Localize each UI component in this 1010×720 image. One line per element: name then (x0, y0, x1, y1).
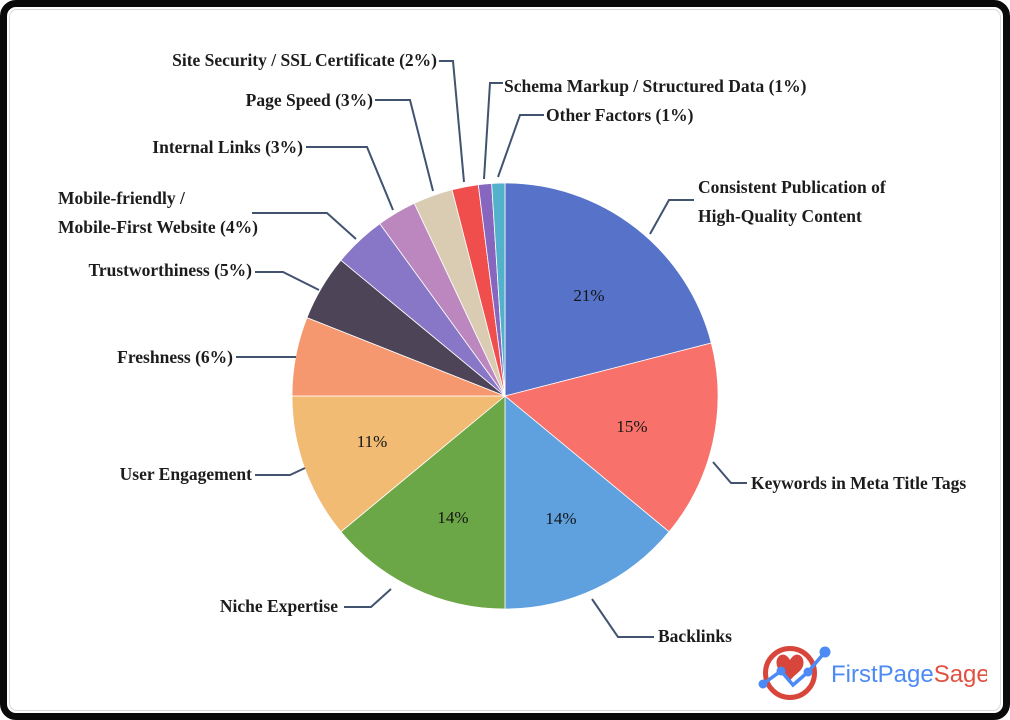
pie-slices (291, 182, 719, 610)
leader-line-other-factors (497, 114, 544, 178)
callout-text: User Engagement (119, 464, 252, 484)
callout-niche-expertise: Niche Expertise (220, 592, 338, 621)
leader-line-internal-links (306, 146, 394, 211)
callout-internal-links: Internal Links (3%) (152, 133, 303, 162)
logo-text: FirstPageSage (831, 661, 987, 688)
trend-dot-icon (776, 666, 786, 676)
trend-dot-icon (803, 667, 813, 677)
callout-other-factors: Other Factors (1%) (546, 101, 693, 130)
trend-line-icon (761, 650, 827, 688)
pie-slice-2 (504, 395, 670, 610)
logo-mark (758, 646, 831, 700)
callout-text: High-Quality Content (698, 206, 862, 226)
leader-line-backlinks (591, 598, 654, 638)
callout-text: Mobile-friendly / (58, 188, 185, 208)
firstpagesage-logo: FirstPageSage (758, 646, 987, 700)
callout-text: Niche Expertise (219, 596, 338, 616)
slice-value-label-11: 11% (356, 432, 388, 451)
slice-value-label-14-niche: 14% (437, 508, 469, 527)
callout-freshness: Freshness (6%) (117, 343, 233, 372)
callout-backlinks: Backlinks (658, 622, 732, 651)
leader-line-schema-markup (483, 82, 503, 180)
callout-user-engagement: User Engagement (120, 460, 252, 489)
logo-text-firstpage: FirstPage (831, 661, 934, 688)
callout-trustworthiness: Trustworthiness (5%) (89, 256, 253, 285)
callout-text: Backlinks (658, 626, 732, 646)
pie-slice-0 (504, 182, 712, 397)
callout-text: Keywords in Meta Title Tags (751, 473, 967, 493)
trend-dot-icon (819, 646, 831, 658)
callout-text: Site Security / SSL Certificate (2%) (172, 50, 437, 70)
callout-text: Trustworthiness (5%) (88, 260, 253, 280)
leader-line-site-security (439, 60, 465, 183)
callout-mobile-friendly: Mobile-friendly / Mobile-First Website (… (58, 184, 258, 242)
callout-text: Internal Links (3%) (152, 137, 303, 157)
heart-icon (776, 654, 804, 681)
callout-text: Page Speed (3%) (245, 90, 373, 110)
logo-text-sage: Sage (934, 661, 987, 688)
callout-text: Other Factors (1%) (546, 105, 694, 125)
slice-value-label-21: 21% (573, 286, 605, 305)
slice-value-label-15: 15% (616, 417, 648, 436)
callout-schema-markup: Schema Markup / Structured Data (1%) (504, 72, 807, 101)
callout-keywords-meta-title: Keywords in Meta Title Tags (751, 469, 966, 498)
leader-line-niche-expertise (344, 588, 392, 608)
leader-line-mobile-friendly (252, 212, 357, 240)
callout-page-speed: Page Speed (3%) (246, 86, 373, 115)
callout-site-security: Site Security / SSL Certificate (2%) (172, 46, 437, 75)
callout-text: Schema Markup / Structured Data (1%) (504, 76, 807, 96)
callout-text: Freshness (6%) (117, 347, 233, 367)
leader-lines (236, 60, 747, 638)
trend-dot-icon (758, 679, 768, 689)
slice-value-label-14-backlinks: 14% (545, 509, 577, 528)
leader-line-page-speed (375, 99, 434, 192)
callout-consistent-publication: Consistent Publication of High-Quality C… (698, 173, 886, 231)
leader-line-trustworthiness (255, 271, 320, 291)
pie-slice-1 (504, 342, 719, 533)
logo-circle (763, 646, 817, 700)
leader-line-user-engagement (255, 467, 306, 476)
leader-line-keywords-meta-title (712, 461, 747, 484)
callout-text: Mobile-First Website (4%) (58, 217, 258, 237)
pie-slice-12 (491, 182, 506, 397)
pie-slice-3 (340, 395, 506, 610)
callout-text: Consistent Publication of (698, 177, 886, 197)
leader-line-consistent-publication (649, 199, 694, 235)
